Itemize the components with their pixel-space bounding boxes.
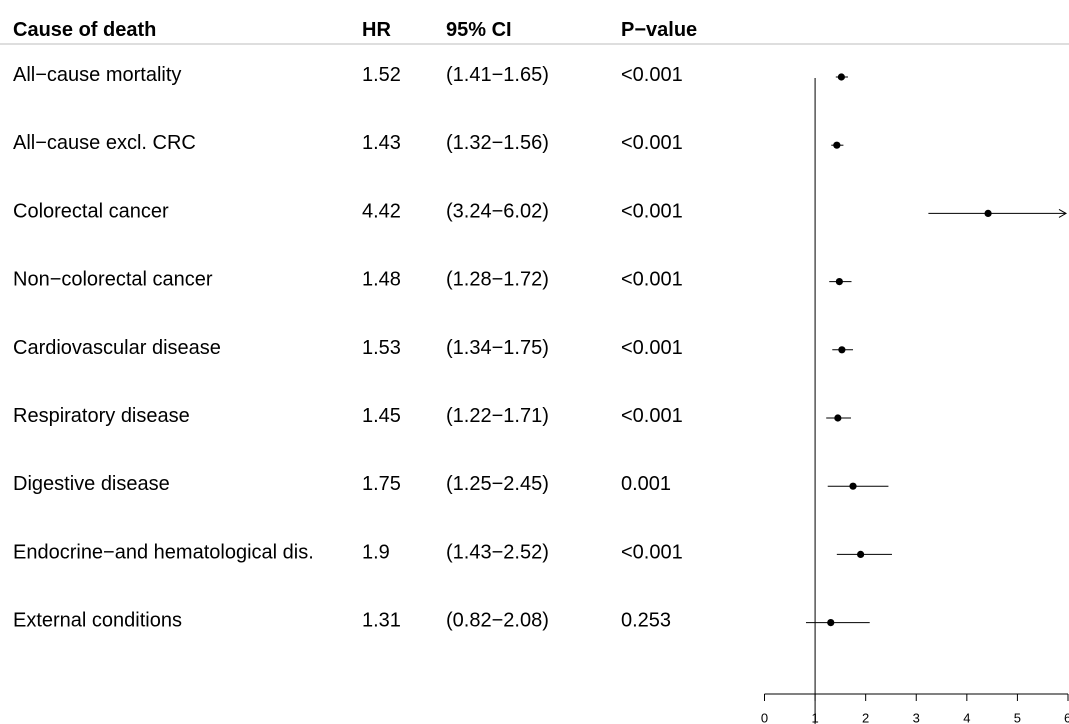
ci-value: (1.43−2.52) — [446, 541, 549, 563]
p-value: <0.001 — [621, 541, 683, 563]
hr-value: 4.42 — [362, 200, 401, 222]
ci-arrow — [1058, 208, 1068, 218]
results-table: Cause of death HR 95% CI P−value All−cause m… — [0, 19, 1069, 632]
cause-label: Digestive disease — [13, 473, 170, 495]
plot-area — [805, 73, 1068, 724]
x-tick-label: 0 — [761, 711, 768, 724]
cause-label: Colorectal cancer — [13, 200, 169, 222]
hr-value: 1.52 — [362, 64, 401, 86]
p-value: <0.001 — [621, 269, 683, 291]
p-value: <0.001 — [621, 337, 683, 359]
cause-label: Respiratory disease — [13, 405, 190, 427]
x-tick-label: 2 — [862, 711, 869, 724]
hr-point — [835, 278, 843, 286]
x-tick-label: 1 — [811, 711, 818, 724]
hr-point — [834, 414, 842, 422]
hr-point — [838, 346, 846, 354]
hr-point — [984, 209, 992, 217]
hr-value: 1.48 — [362, 269, 401, 291]
cause-label: All−cause excl. CRC — [13, 132, 196, 154]
cause-label: Cardiovascular disease — [13, 337, 221, 359]
hr-value: 1.43 — [362, 132, 401, 154]
ci-value: (1.22−1.71) — [446, 405, 549, 427]
x-tick-label: 5 — [1014, 711, 1021, 724]
x-tick-label: 4 — [963, 711, 970, 724]
x-tick-label: 3 — [913, 711, 920, 724]
cause-label: External conditions — [13, 610, 182, 632]
ci-value: (1.28−1.72) — [446, 269, 549, 291]
hr-value: 1.53 — [362, 337, 401, 359]
cause-label: Non−colorectal cancer — [13, 269, 213, 291]
header-ci: 95% CI — [446, 19, 512, 41]
hr-point — [849, 482, 857, 490]
p-value: 0.253 — [621, 610, 671, 632]
ci-value: (1.32−1.56) — [446, 132, 549, 154]
ci-value: (3.24−6.02) — [446, 200, 549, 222]
cause-label: Endocrine−and hematological dis. — [13, 541, 314, 563]
hr-point — [827, 619, 835, 627]
hr-point — [833, 141, 841, 149]
p-value: <0.001 — [621, 405, 683, 427]
hr-value: 1.75 — [362, 473, 401, 495]
p-value: <0.001 — [621, 132, 683, 154]
ci-value: (1.34−1.75) — [446, 337, 549, 359]
hr-value: 1.31 — [362, 610, 401, 632]
p-value: 0.001 — [621, 473, 671, 495]
header-cause: Cause of death — [13, 19, 156, 41]
ci-value: (1.41−1.65) — [446, 64, 549, 86]
p-value: <0.001 — [621, 64, 683, 86]
cause-label: All−cause mortality — [13, 64, 181, 86]
p-value: <0.001 — [621, 200, 683, 222]
ci-value: (0.82−2.08) — [446, 610, 549, 632]
x-axis: 0 1 2 3 4 5 6 — [761, 693, 1069, 724]
hr-point — [857, 550, 865, 559]
ci-value: (1.25−2.45) — [446, 473, 549, 495]
header-p-value: P−value — [621, 19, 697, 41]
header-hr: HR — [362, 19, 391, 41]
hr-value: 1.9 — [362, 541, 390, 563]
hr-point — [837, 73, 845, 81]
x-tick-label: 6 — [1064, 711, 1069, 724]
hr-value: 1.45 — [362, 405, 401, 427]
